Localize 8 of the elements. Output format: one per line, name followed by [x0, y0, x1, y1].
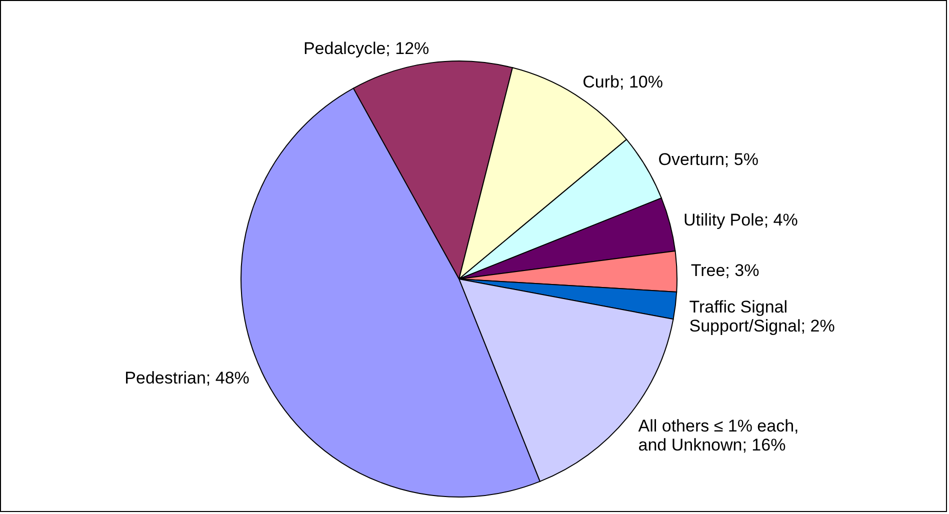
slice-label: Traffic Signal Support/Signal; 2%: [689, 297, 835, 336]
slice-label: Pedestrian; 48%: [124, 368, 250, 388]
slice-label: Curb; 10%: [582, 72, 663, 92]
slice-label: Tree; 3%: [690, 260, 760, 280]
slice-label: Pedalcycle; 12%: [303, 38, 430, 58]
slice-label: Overturn; 5%: [658, 150, 758, 170]
slice-label: All others ≤ 1% each, and Unknown; 16%: [638, 416, 799, 454]
slice-label: Utility Pole; 4%: [684, 210, 798, 230]
